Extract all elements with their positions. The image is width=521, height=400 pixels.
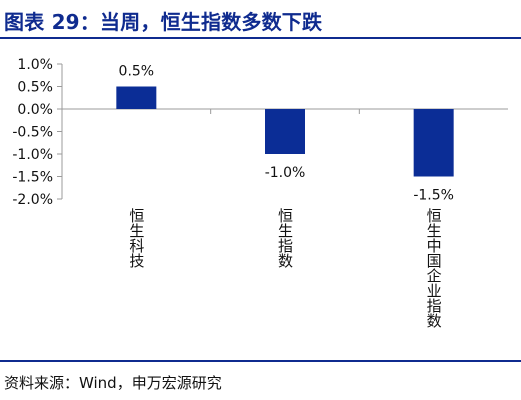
bar [116,86,157,109]
source-note: 资料来源：Wind，申万宏源研究 [4,374,222,392]
category-label: 恒生中国企业指数 [425,208,443,328]
bar-value-label: 0.5% [119,64,155,80]
y-tick-label: -2.0% [12,192,53,208]
y-tick-label: 0.5% [17,80,53,96]
category-label: 恒生指数 [276,208,294,268]
y-tick-label: -0.5% [12,125,53,141]
y-tick-label: -1.0% [12,147,53,163]
y-tick-label: 0.0% [17,102,53,118]
bar [413,109,454,177]
source-divider [0,360,521,362]
bar [265,109,305,154]
y-tick-label: -1.5% [12,170,53,186]
bar-value-label: -1.5% [413,188,454,204]
category-label: 恒生科技 [127,208,145,269]
y-tick-label: 1.0% [17,57,53,73]
bar-value-label: -1.0% [265,165,306,181]
chart-title: 图表 29：当周，恒生指数多数下跌 [4,10,323,34]
title-divider [0,37,521,39]
